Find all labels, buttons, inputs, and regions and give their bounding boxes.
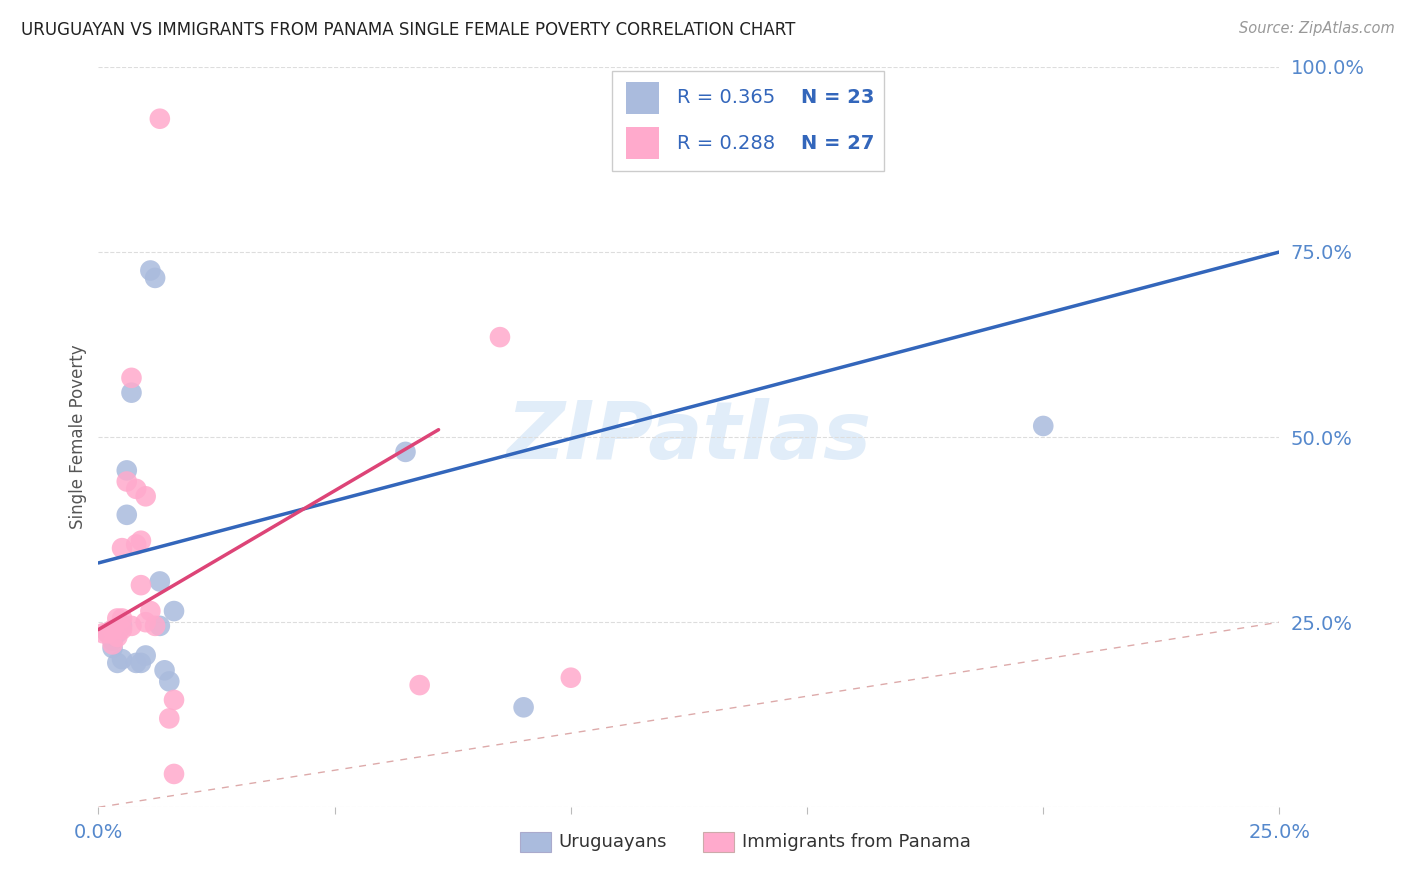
Point xyxy=(115,475,138,489)
Point xyxy=(105,656,128,670)
Point xyxy=(97,626,120,640)
Point xyxy=(105,626,128,640)
Point xyxy=(105,630,128,644)
Text: R = 0.365: R = 0.365 xyxy=(678,88,775,108)
Point xyxy=(149,619,172,633)
Text: R = 0.288: R = 0.288 xyxy=(678,134,775,153)
Point xyxy=(111,611,134,625)
Point xyxy=(115,508,138,522)
Point xyxy=(143,271,166,285)
Point xyxy=(121,371,143,385)
Point xyxy=(512,700,534,714)
Point xyxy=(101,623,124,637)
Text: ZIPatlas: ZIPatlas xyxy=(506,398,872,476)
Point xyxy=(408,678,430,692)
Point xyxy=(111,652,134,666)
Point xyxy=(149,112,172,126)
Point xyxy=(394,445,416,459)
Point xyxy=(129,656,152,670)
FancyBboxPatch shape xyxy=(626,127,659,160)
Point xyxy=(91,626,114,640)
Text: Immigrants from Panama: Immigrants from Panama xyxy=(742,833,972,851)
Point xyxy=(125,482,148,496)
Point xyxy=(135,648,157,663)
Point xyxy=(129,533,152,548)
Point xyxy=(139,263,162,277)
Point xyxy=(149,574,172,589)
Point xyxy=(111,619,134,633)
Point xyxy=(153,663,176,677)
Point xyxy=(1032,419,1054,434)
Point xyxy=(143,619,166,633)
FancyBboxPatch shape xyxy=(626,82,659,114)
Point xyxy=(97,626,120,640)
Point xyxy=(105,611,128,625)
Point xyxy=(560,671,582,685)
Text: Uruguayans: Uruguayans xyxy=(558,833,666,851)
Point xyxy=(135,489,157,503)
Point xyxy=(121,385,143,400)
FancyBboxPatch shape xyxy=(612,70,884,170)
Point xyxy=(125,537,148,551)
Point xyxy=(121,619,143,633)
Point xyxy=(157,674,180,689)
Point xyxy=(115,463,138,477)
Point xyxy=(163,604,186,618)
Point xyxy=(111,623,134,637)
Point xyxy=(489,330,512,344)
Text: URUGUAYAN VS IMMIGRANTS FROM PANAMA SINGLE FEMALE POVERTY CORRELATION CHART: URUGUAYAN VS IMMIGRANTS FROM PANAMA SING… xyxy=(21,21,796,39)
Point xyxy=(135,615,157,630)
Text: N = 23: N = 23 xyxy=(801,88,875,108)
Point xyxy=(157,711,180,725)
Point xyxy=(163,693,186,707)
Point xyxy=(101,641,124,656)
Y-axis label: Single Female Poverty: Single Female Poverty xyxy=(69,345,87,529)
Point xyxy=(101,633,124,648)
Text: Source: ZipAtlas.com: Source: ZipAtlas.com xyxy=(1239,21,1395,37)
Point xyxy=(129,578,152,592)
Point xyxy=(101,637,124,651)
Point xyxy=(111,541,134,555)
Point xyxy=(163,767,186,781)
Point xyxy=(139,604,162,618)
Text: N = 27: N = 27 xyxy=(801,134,875,153)
Point xyxy=(125,656,148,670)
